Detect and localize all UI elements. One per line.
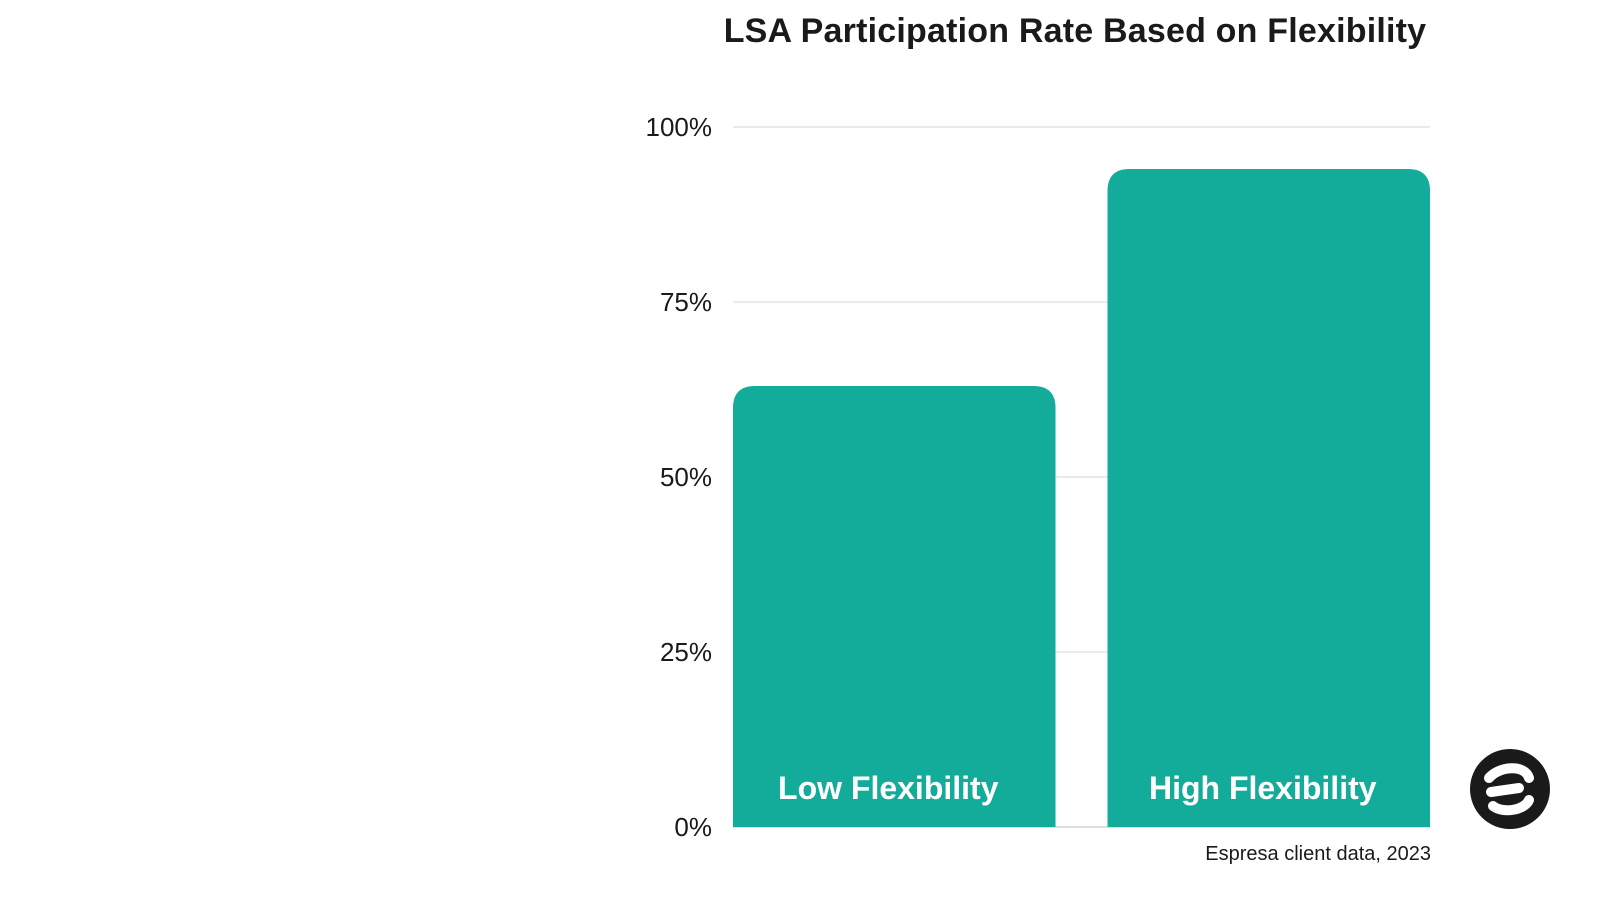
bars: Low Flexibility High Flexibility <box>733 169 1430 827</box>
y-tick-label: 100% <box>646 112 713 142</box>
y-axis-ticks: 0% 25% 50% 75% 100% <box>646 112 713 842</box>
y-tick-label: 50% <box>660 462 712 492</box>
source-note: Espresa client data, 2023 <box>1205 843 1431 865</box>
bar-category-label: Low Flexibility <box>778 770 999 806</box>
y-tick-label: 75% <box>660 287 712 317</box>
chart-title: LSA Participation Rate Based on Flexibil… <box>723 12 1427 50</box>
y-tick-label: 0% <box>674 812 712 842</box>
bar-category-label: High Flexibility <box>1149 770 1377 806</box>
bar-low-flexibility <box>733 386 1056 827</box>
bar-high-flexibility <box>1107 169 1430 827</box>
espresa-logo-icon <box>1470 749 1550 829</box>
y-tick-label: 25% <box>660 637 712 667</box>
